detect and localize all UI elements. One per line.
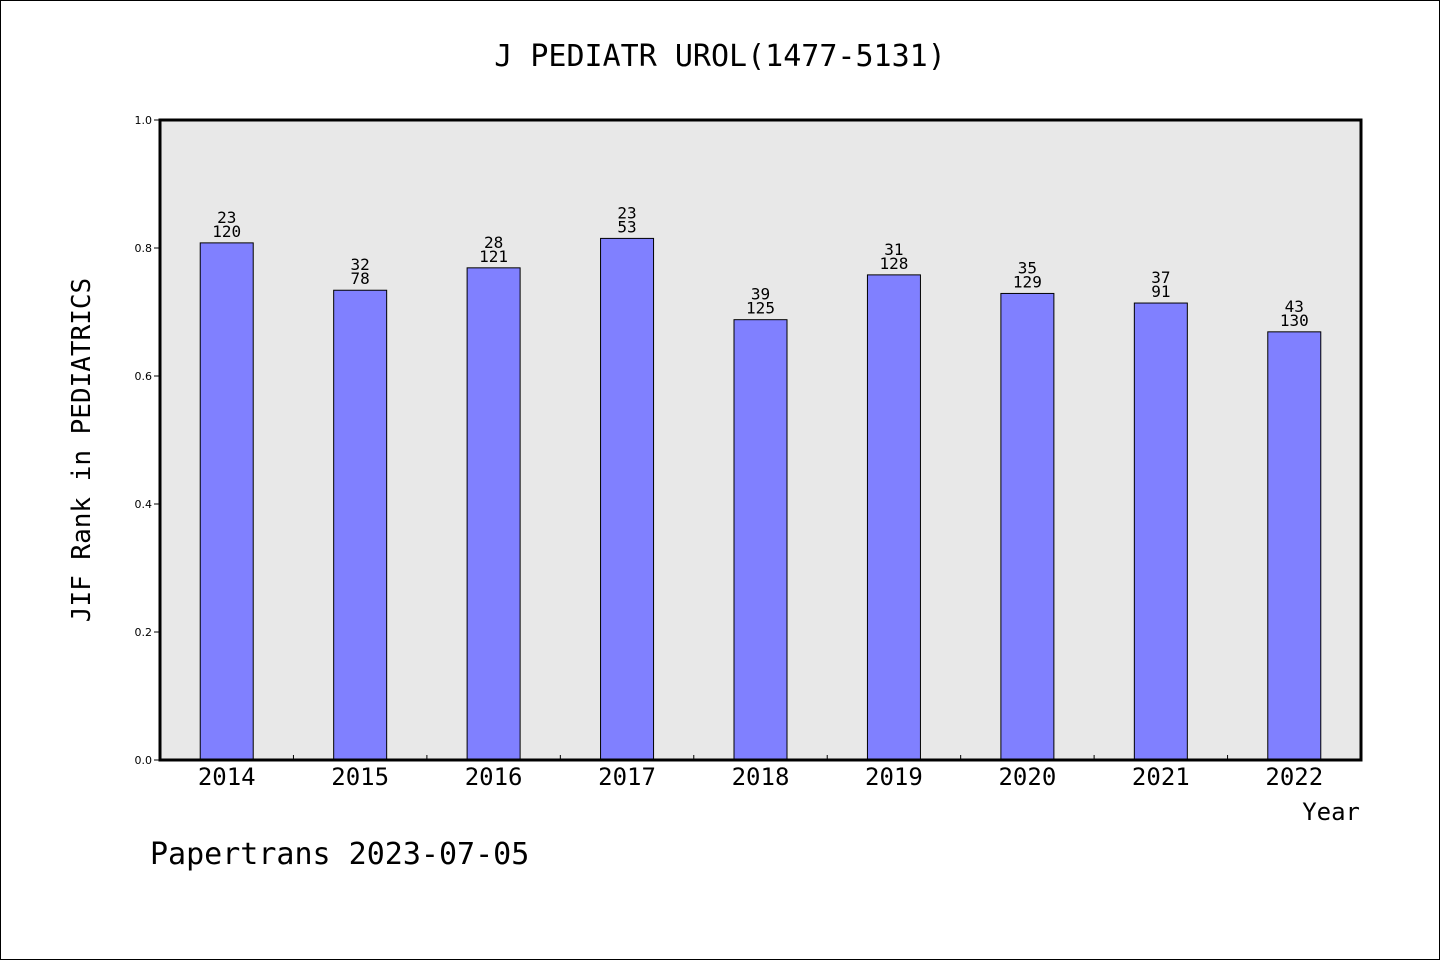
bar-label-rank-2015: 32 xyxy=(351,255,370,274)
bars-group xyxy=(199,237,1322,761)
bar-2022 xyxy=(1267,331,1322,761)
bar-2019 xyxy=(866,274,921,761)
bar-label-rank-2016: 28 xyxy=(484,233,503,252)
x-tick-label-2019: 2019 xyxy=(865,763,923,791)
bar-label-total-2017: 53 xyxy=(617,217,636,236)
x-tick-label-2020: 2020 xyxy=(998,763,1056,791)
bar-label-total-2015: 78 xyxy=(351,269,370,288)
y-axis-label: JIF Rank in PEDIATRICS xyxy=(67,278,97,622)
x-axis: 2014 2015 2016 2017 2018 2019 2020 2021 2022 xyxy=(198,755,1323,791)
bar-2017 xyxy=(600,237,655,761)
bar-2021 xyxy=(1133,302,1188,761)
x-tick-label-2021: 2021 xyxy=(1132,763,1190,791)
bar-2015 xyxy=(333,289,388,761)
bar-label-rank-2018: 39 xyxy=(751,285,770,304)
y-tick-label-1.0: 1.0 xyxy=(135,114,153,127)
bar-2020 xyxy=(1000,292,1055,761)
y-tick-label-0.0: 0.0 xyxy=(135,754,153,767)
bar-label-total-2014: 120 xyxy=(212,222,241,241)
x-tick-label-2016: 2016 xyxy=(465,763,523,791)
x-tick-label-2022: 2022 xyxy=(1265,763,1323,791)
bar-label-rank-2019: 31 xyxy=(884,240,903,259)
x-tick-label-2017: 2017 xyxy=(598,763,656,791)
bar-label-rank-2021: 37 xyxy=(1151,268,1170,287)
bar-label-total-2016: 121 xyxy=(479,247,508,266)
bar-2018 xyxy=(733,319,788,761)
bar-label-rank-2017: 23 xyxy=(617,203,636,222)
chart-title: J PEDIATR UROL(1477-5131) xyxy=(494,39,946,74)
bar-label-total-2021: 91 xyxy=(1151,282,1170,301)
y-axis: 0.0 0.2 0.4 0.6 0.8 1.0 xyxy=(135,114,160,767)
bar-2014 xyxy=(199,242,254,761)
bar-label-rank-2020: 35 xyxy=(1018,258,1037,277)
bar-label-total-2018: 125 xyxy=(746,299,775,318)
x-tick-label-2015: 2015 xyxy=(331,763,389,791)
bar-label-total-2020: 129 xyxy=(1013,272,1042,291)
footer-credit: Papertrans 2023-07-05 xyxy=(150,837,529,872)
y-tick-label-0.4: 0.4 xyxy=(135,498,153,511)
y-tick-label-0.6: 0.6 xyxy=(135,370,153,383)
bar-label-rank-2014: 23 xyxy=(217,208,236,227)
bar-2016 xyxy=(466,267,521,761)
x-tick-label-2014: 2014 xyxy=(198,763,256,791)
plot-border xyxy=(158,118,1363,762)
y-tick-label-0.2: 0.2 xyxy=(135,626,153,639)
bar-label-total-2022: 130 xyxy=(1280,311,1309,330)
x-axis-label: Year xyxy=(1302,798,1360,826)
x-tick-label-2018: 2018 xyxy=(732,763,790,791)
y-tick-label-0.8: 0.8 xyxy=(135,242,153,255)
bar-label-total-2019: 128 xyxy=(879,254,908,273)
bar-label-rank-2022: 43 xyxy=(1285,297,1304,316)
